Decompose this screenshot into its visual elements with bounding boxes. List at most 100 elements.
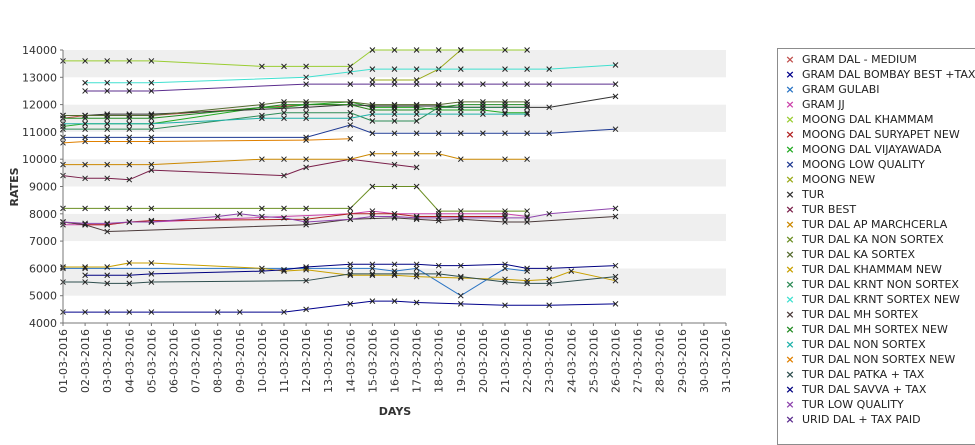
data-point (82, 220, 88, 227)
data-point (480, 130, 486, 137)
data-point (126, 161, 133, 168)
y-tick-label: 14000 (22, 44, 57, 57)
legend-item: × MOONG DAL SURYAPET NEW (778, 127, 959, 142)
line-chart: 4000 5000 6000 7000 8000 9000 10000 11000 12000 1… (8, 44, 733, 418)
data-point (546, 81, 553, 87)
data-point (104, 161, 111, 168)
data-point (347, 101, 354, 108)
legend-label: TUR (802, 188, 825, 201)
data-point (502, 47, 508, 53)
x-tick-label: 27-03-2016 (632, 329, 645, 393)
data-point (435, 150, 442, 157)
data-point (82, 161, 88, 168)
data-point (457, 101, 464, 108)
data-point (413, 261, 420, 268)
data-point (281, 156, 287, 163)
grid-band (63, 295, 726, 323)
x-tick-label: 24-03-2016 (565, 329, 578, 393)
data-point (457, 156, 464, 163)
legend-marker-icon: × (785, 293, 795, 306)
legend-item: × URID DAL + TAX PAID (778, 412, 920, 427)
data-point (347, 216, 354, 223)
series-14 (60, 260, 619, 284)
data-point (104, 134, 111, 141)
x-tick-label: 21-03-2016 (499, 329, 512, 393)
series-22 (82, 261, 619, 279)
data-point (236, 309, 243, 315)
data-point (259, 268, 265, 274)
legend-marker-icon: × (785, 308, 795, 321)
legend-marker-icon: × (785, 68, 795, 81)
legend-item: × GRAM GULABI (778, 82, 879, 97)
data-point (391, 271, 398, 277)
data-point (435, 81, 442, 87)
data-point (303, 115, 309, 122)
x-tick-label: 17-03-2016 (411, 329, 424, 393)
series-7 (60, 122, 619, 141)
data-point (457, 66, 464, 72)
legend-marker-icon: × (785, 323, 795, 336)
data-point (104, 115, 111, 122)
data-point (369, 111, 376, 118)
data-point (413, 183, 420, 190)
data-point (303, 264, 309, 270)
data-point (369, 130, 376, 137)
data-point (126, 88, 133, 94)
x-tick-label: 11-03-2016 (278, 329, 291, 393)
data-point (347, 109, 354, 116)
data-point (413, 81, 420, 87)
data-point (369, 47, 376, 53)
legend-label: TUR DAL NON SORTEX NEW (802, 353, 956, 366)
data-point (612, 273, 619, 280)
data-point (413, 101, 420, 108)
data-point (524, 219, 530, 225)
data-point (391, 107, 398, 113)
legend-item: × TUR BEST (778, 202, 856, 217)
x-tick-label: 26-03-2016 (610, 329, 623, 393)
series-23 (60, 205, 619, 227)
data-point (391, 101, 398, 108)
grid-band (63, 131, 726, 160)
legend-item: × MOONG DAL VIJAYAWADA (778, 142, 941, 157)
data-point (546, 210, 553, 217)
data-point (457, 301, 464, 307)
data-point (413, 111, 420, 118)
legend-label: TUR DAL SAVVA + TAX (802, 383, 927, 396)
legend-marker-icon: × (785, 413, 795, 426)
series-8 (369, 47, 464, 83)
data-point (612, 81, 619, 87)
data-point (413, 130, 420, 137)
legend-label: MOONG DAL VIJAYAWADA (802, 143, 942, 156)
data-point (104, 79, 111, 86)
data-point (82, 279, 88, 285)
x-tick-label: 01-03-2016 (57, 329, 70, 393)
series-line (63, 186, 528, 212)
data-point (612, 262, 619, 269)
data-point (347, 63, 354, 70)
data-point (214, 213, 221, 220)
legend-marker-icon: × (785, 128, 795, 141)
data-point (502, 265, 508, 272)
data-point (104, 205, 111, 212)
data-point (82, 79, 88, 86)
data-point (82, 134, 88, 141)
data-point (502, 81, 508, 87)
data-point (413, 47, 420, 53)
data-point (435, 47, 442, 53)
data-point (126, 260, 133, 266)
data-point (457, 130, 464, 137)
data-point (369, 265, 376, 272)
data-point (413, 164, 420, 171)
data-point (546, 104, 553, 111)
data-point (126, 58, 133, 64)
legend-label: TUR DAL KHAMMAM NEW (802, 263, 942, 276)
data-point (148, 205, 155, 212)
legend-label: TUR DAL KRNT NON SORTEX (802, 278, 959, 291)
data-point (457, 215, 464, 221)
legend-label: TUR LOW QUALITY (802, 398, 904, 411)
y-tick-label: 12000 (22, 99, 57, 112)
data-point (104, 228, 111, 235)
data-point (82, 272, 88, 279)
data-point (148, 138, 155, 145)
data-point (148, 167, 155, 173)
